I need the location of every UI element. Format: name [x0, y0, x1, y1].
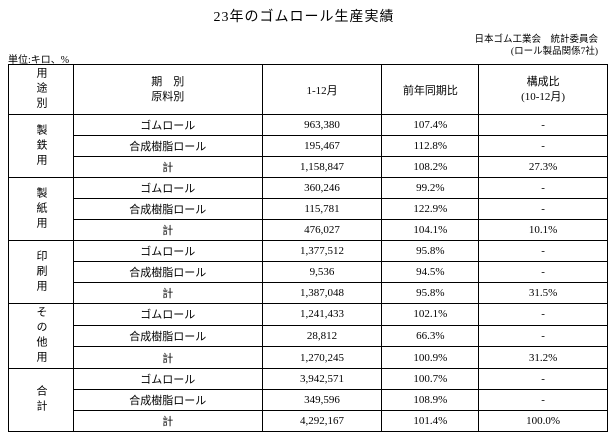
value-cell: 1,387,048 — [261, 282, 383, 304]
table-row: その他用 ゴムロール 1,241,433 102.1% - — [8, 303, 608, 369]
yoy-cell: 104.1% — [381, 219, 480, 241]
yoy-cell: 108.2% — [381, 156, 480, 178]
table-row: 計 476,027 104.1% 10.1% — [9, 219, 608, 241]
value-cell: 349,596 — [261, 389, 383, 411]
usage-label: その他用 — [8, 303, 74, 369]
header-material-label: 原料別 — [151, 90, 185, 103]
material-cell: ゴムロール — [73, 177, 263, 199]
table-row: 合成樹脂ロール 349,596 108.9% - — [9, 389, 608, 411]
table-row: 製紙用 ゴムロール 360,246 99.2% - — [8, 177, 608, 241]
comp-cell: - — [478, 135, 608, 157]
usage-label: 印刷用 — [8, 240, 74, 304]
table-row: 合計 ゴムロール 3,942,571 100.7% - — [8, 368, 608, 432]
comp-cell: 31.2% — [478, 346, 608, 369]
material-cell: 合成樹脂ロール — [73, 198, 263, 220]
table-row: 計 1,158,847 108.2% 27.3% — [9, 156, 608, 178]
yoy-cell: 94.5% — [381, 261, 480, 283]
unit-note: 単位:キロ、% — [8, 55, 70, 66]
table-row: 計 1,387,048 95.8% 31.5% — [9, 282, 608, 304]
material-cell: 合成樹脂ロール — [73, 389, 263, 411]
header-comp-line2: (10-12月) — [521, 90, 566, 103]
value-cell: 1,158,847 — [261, 156, 383, 178]
table-row: 印刷用 ゴムロール 1,377,512 95.8% - — [8, 240, 608, 304]
yoy-cell: 101.4% — [381, 410, 480, 432]
value-cell: 476,027 — [261, 219, 383, 241]
table-row: 合成樹脂ロール 9,536 94.5% - — [9, 261, 608, 283]
comp-cell: - — [478, 368, 608, 390]
material-cell: 計 — [73, 156, 263, 178]
material-cell: 計 — [73, 219, 263, 241]
header-month: 1-12月 — [261, 64, 383, 115]
comp-cell: 27.3% — [478, 156, 608, 178]
yoy-cell: 112.8% — [381, 135, 480, 157]
header-row: 用途別 期 別 原料別 1-12月 前年同期比 構成比 (10-12月) — [8, 64, 608, 115]
material-cell: 計 — [73, 410, 263, 432]
yoy-cell: 107.4% — [381, 114, 480, 136]
value-cell: 115,781 — [261, 198, 383, 220]
table-row: 計 1,270,245 100.9% 31.2% — [9, 346, 608, 369]
header-usage: 用途別 — [8, 64, 74, 115]
table-row: 合成樹脂ロール 28,812 66.3% - — [9, 324, 608, 348]
material-cell: ゴムロール — [73, 303, 263, 326]
value-cell: 1,241,433 — [261, 303, 383, 326]
comp-cell: - — [478, 198, 608, 220]
yoy-cell: 100.7% — [381, 368, 480, 390]
value-cell: 4,292,167 — [261, 410, 383, 432]
material-cell: 合成樹脂ロール — [73, 324, 263, 348]
yoy-cell: 95.8% — [381, 240, 480, 262]
usage-label: 製紙用 — [8, 177, 74, 241]
header-yoy: 前年同期比 — [381, 64, 480, 115]
table-row: 合成樹脂ロール 195,467 112.8% - — [9, 135, 608, 157]
usage-label: 合計 — [8, 368, 74, 432]
yoy-cell: 95.8% — [381, 282, 480, 304]
material-cell: ゴムロール — [73, 368, 263, 390]
table-row: 製鉄用 ゴムロール 963,380 107.4% - — [8, 114, 608, 178]
material-cell: 計 — [73, 282, 263, 304]
comp-cell: - — [478, 389, 608, 411]
material-cell: 計 — [73, 346, 263, 369]
comp-cell: - — [478, 303, 608, 326]
header-comp: 構成比 (10-12月) — [478, 64, 608, 115]
comp-cell: - — [478, 114, 608, 136]
source-line2: (ロール製品関係7社) — [510, 47, 598, 58]
usage-label: 製鉄用 — [8, 114, 74, 178]
yoy-cell: 102.1% — [381, 303, 480, 326]
table-row: 計 4,292,167 101.4% 100.0% — [9, 410, 608, 432]
yoy-cell: 122.9% — [381, 198, 480, 220]
comp-cell: - — [478, 240, 608, 262]
source-note: 日本ゴム工業会 統計委員会 (ロール製品関係7社) — [474, 34, 598, 59]
material-cell: 合成樹脂ロール — [73, 135, 263, 157]
comp-cell: - — [478, 324, 608, 348]
table-row: 合成樹脂ロール 115,781 122.9% - — [9, 198, 608, 220]
material-cell: ゴムロール — [73, 114, 263, 136]
material-cell: 合成樹脂ロール — [73, 261, 263, 283]
yoy-cell: 100.9% — [381, 346, 480, 369]
header-period: 期 別 — [151, 76, 185, 89]
page-title: 23年のゴムロール生産実績 — [213, 10, 395, 25]
header-material: 期 別 原料別 — [73, 64, 263, 115]
comp-cell: 31.5% — [478, 282, 608, 304]
header-comp-line1: 構成比 — [526, 76, 560, 89]
comp-cell: 100.0% — [478, 410, 608, 432]
yoy-cell: 66.3% — [381, 324, 480, 348]
value-cell: 963,380 — [261, 114, 383, 136]
value-cell: 1,377,512 — [261, 240, 383, 262]
production-table: 用途別 期 別 原料別 1-12月 前年同期比 構成比 (10-12月) 製鉄用… — [8, 64, 608, 432]
comp-cell: - — [478, 177, 608, 199]
comp-cell: - — [478, 261, 608, 283]
value-cell: 195,467 — [261, 135, 383, 157]
value-cell: 1,270,245 — [261, 346, 383, 369]
comp-cell: 10.1% — [478, 219, 608, 241]
material-cell: ゴムロール — [73, 240, 263, 262]
value-cell: 28,812 — [261, 324, 383, 348]
value-cell: 9,536 — [261, 261, 383, 283]
value-cell: 360,246 — [261, 177, 383, 199]
yoy-cell: 108.9% — [381, 389, 480, 411]
source-line1: 日本ゴム工業会 統計委員会 — [474, 35, 598, 45]
value-cell: 3,942,571 — [261, 368, 383, 390]
yoy-cell: 99.2% — [381, 177, 480, 199]
